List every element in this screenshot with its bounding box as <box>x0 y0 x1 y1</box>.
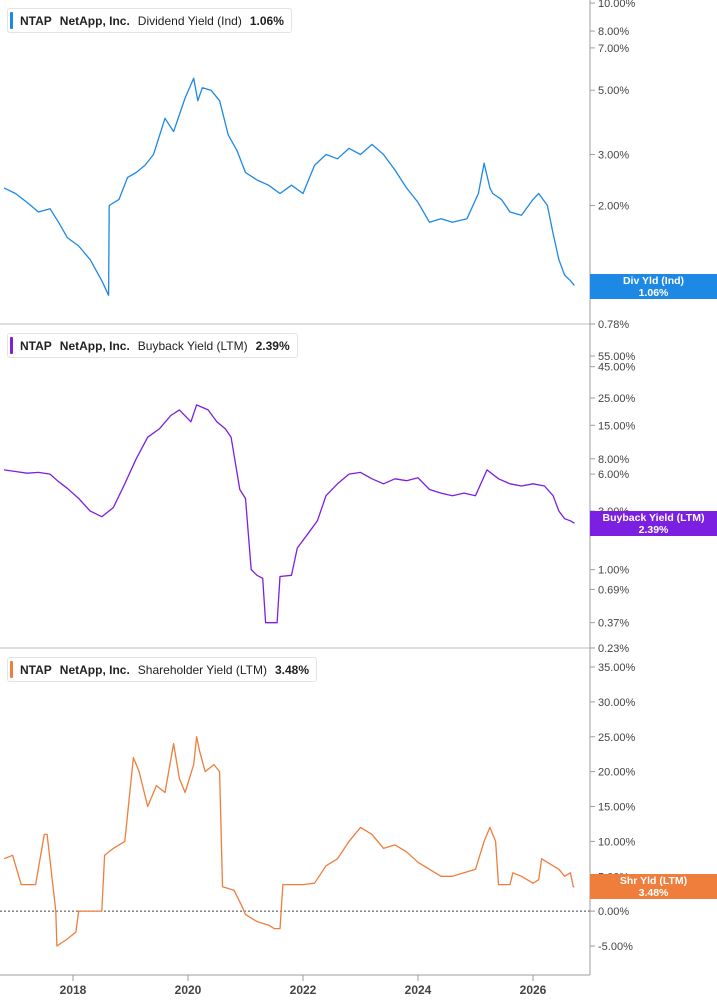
panel-1: 0.78%1.00%2.00%3.00%5.00%7.00%8.00%10.00… <box>3 0 636 331</box>
y-tick-label: 1.00% <box>598 565 629 577</box>
series-color-swatch <box>10 337 13 354</box>
x-tick-label: 2024 <box>405 983 432 997</box>
legend-metric: Shareholder Yield (LTM) <box>137 662 267 677</box>
y-tick-label: 10.00% <box>598 0 636 10</box>
y-tick-label: 0.78% <box>598 319 629 331</box>
legend-company: NetApp, Inc. <box>59 13 130 28</box>
y-tick-label: 0.37% <box>598 618 629 630</box>
legend-shareholder-yield: NTAP NetApp, Inc. Shareholder Yield (LTM… <box>7 657 317 682</box>
dividend-yield-badge: Div Yld (Ind) 1.06% <box>590 274 717 299</box>
legend-dividend-yield: NTAP NetApp, Inc. Dividend Yield (Ind) 1… <box>7 8 292 33</box>
series-color-swatch <box>10 12 13 29</box>
badge-label: Div Yld (Ind) <box>622 275 685 287</box>
y-tick-label: 0.00% <box>598 906 629 918</box>
y-tick-label: 5.00% <box>598 85 629 97</box>
legend-company: NetApp, Inc. <box>59 338 130 353</box>
legend-value: 2.39% <box>255 338 290 353</box>
series-line <box>3 736 575 947</box>
legend-ticker: NTAP <box>20 338 52 353</box>
shareholder-yield-badge: Shr Yld (LTM) 3.48% <box>590 874 717 899</box>
badge-value: 2.39% <box>638 524 669 536</box>
series-line <box>3 77 575 296</box>
panel-3: -5.00%0.00%5.00%10.00%15.00%20.00%25.00%… <box>0 647 636 997</box>
series-color-swatch <box>10 661 13 678</box>
legend-company: NetApp, Inc. <box>59 662 130 677</box>
badge-label: Shr Yld (LTM) <box>619 875 688 887</box>
y-tick-label: 15.00% <box>598 802 636 814</box>
legend-ticker: NTAP <box>20 13 52 28</box>
badge-value: 3.48% <box>638 887 669 899</box>
y-tick-label: 3.00% <box>598 149 629 161</box>
y-tick-label: 20.00% <box>598 767 636 779</box>
y-tick-label: 8.00% <box>598 26 629 38</box>
y-tick-label: 45.00% <box>598 362 636 374</box>
y-tick-label: 2.00% <box>598 201 629 213</box>
y-tick-label: 10.00% <box>598 836 636 848</box>
legend-metric: Buyback Yield (LTM) <box>137 338 248 353</box>
badge-label: Buyback Yield (LTM) <box>602 512 705 524</box>
y-tick-label: 25.00% <box>598 732 636 744</box>
y-tick-label: -5.00% <box>598 941 633 953</box>
panel-2: 0.23%0.37%0.69%1.00%3.00%6.00%8.00%15.00… <box>0 323 636 655</box>
y-tick-label: 7.00% <box>598 43 629 55</box>
y-tick-label: 35.00% <box>598 662 636 674</box>
x-tick-label: 2018 <box>60 983 87 997</box>
y-tick-label: 55.00% <box>598 351 636 363</box>
x-tick-label: 2022 <box>290 983 317 997</box>
y-tick-label: 6.00% <box>598 469 629 481</box>
x-tick-label: 2020 <box>175 983 202 997</box>
legend-ticker: NTAP <box>20 662 52 677</box>
legend-value: 3.48% <box>274 662 309 677</box>
legend-buyback-yield: NTAP NetApp, Inc. Buyback Yield (LTM) 2.… <box>7 333 298 358</box>
y-tick-label: 0.23% <box>598 643 629 655</box>
buyback-yield-badge: Buyback Yield (LTM) 2.39% <box>590 511 717 536</box>
y-tick-label: 25.00% <box>598 393 636 405</box>
y-tick-label: 15.00% <box>598 420 636 432</box>
legend-value: 1.06% <box>249 13 284 28</box>
y-tick-label: 0.69% <box>598 584 629 596</box>
series-line <box>3 404 575 624</box>
x-tick-label: 2026 <box>520 983 547 997</box>
legend-metric: Dividend Yield (Ind) <box>137 13 242 28</box>
badge-value: 1.06% <box>638 287 669 299</box>
y-tick-label: 8.00% <box>598 454 629 466</box>
y-tick-label: 30.00% <box>598 697 636 709</box>
